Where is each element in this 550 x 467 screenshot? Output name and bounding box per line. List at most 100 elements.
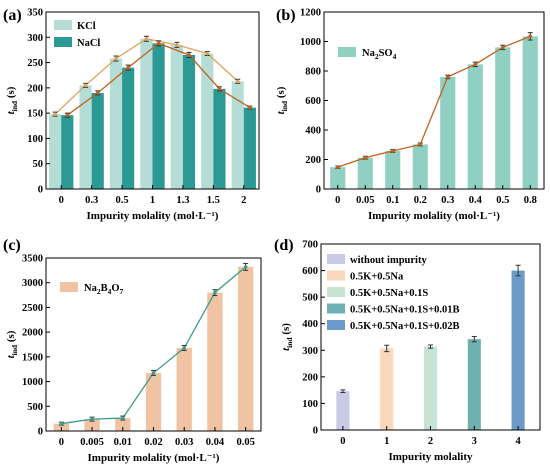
data-point (187, 53, 191, 57)
y-tick-label: 300 (27, 33, 43, 44)
data-point (235, 79, 240, 84)
data-point (473, 62, 478, 67)
plot-frame (323, 11, 545, 190)
data-point (156, 41, 161, 46)
bar (511, 270, 525, 430)
x-tick-label: 4 (515, 436, 521, 447)
y-tick-label: 500 (27, 402, 43, 413)
x-tick-label: 1.3 (176, 195, 189, 206)
legend-label: 0.5K+0.5Na (350, 272, 404, 283)
data-point (175, 43, 179, 47)
legend-swatch (327, 287, 345, 297)
y-axis-label: tind (s) (275, 86, 289, 114)
bar-kcl (231, 81, 244, 189)
y-tick-label: 0 (316, 185, 321, 196)
data-point (126, 65, 130, 70)
y-axis-label: tind (s) (5, 86, 19, 114)
y-axis-label: tind (s) (5, 330, 19, 358)
bar (176, 347, 192, 431)
y-tick-label: 50 (33, 159, 44, 170)
bar (145, 372, 162, 431)
panel-a: (a) KCl NaCl 0 50 100 150 200 250 300 350 0 0.3 0.5 1 1… (3, 7, 260, 222)
bar (495, 47, 511, 190)
data-point (182, 346, 187, 350)
bar-kcl (201, 53, 214, 190)
x-tick-label: 0.02 (144, 437, 162, 448)
y-tick-label: 100 (302, 399, 318, 410)
y-tick-label: 500 (302, 293, 318, 304)
data-point (65, 113, 70, 117)
data-point (90, 417, 94, 421)
y-tick-label: 0 (38, 427, 43, 438)
x-tick-label: 2 (428, 436, 433, 447)
x-tick-label: 0.2 (414, 195, 427, 206)
x-tick-label: 2 (241, 195, 246, 206)
x-tick-label: 0.1 (386, 195, 399, 206)
data-point (213, 290, 217, 295)
data-point (151, 371, 156, 375)
legend-swatch (327, 254, 345, 264)
legend-label: without impurity (350, 255, 427, 266)
bar-nacl (152, 43, 165, 190)
data-point (59, 421, 64, 426)
data-point (418, 142, 423, 147)
y-tick-label: 3500 (22, 254, 43, 265)
bar-kcl (109, 58, 123, 190)
x-tick-label: 0.03 (175, 437, 193, 448)
x-tick-label: 0 (335, 195, 340, 206)
y-tick-label: 200 (305, 155, 321, 166)
bar-nacl (91, 92, 104, 189)
y-tick-label: 3000 (22, 278, 43, 289)
panel-d: (d) without impurity 0.5K+0.5Na 0.5K+0.5Na+… (274, 237, 541, 463)
y-tick-label: 1200 (300, 8, 321, 19)
legend-swatch (327, 270, 345, 281)
y-tick-label: 100 (27, 134, 43, 145)
bar (207, 292, 223, 431)
x-axis-label: Impurity molality (mol·L⁻¹) (368, 210, 500, 222)
panel-c: (c) Na2B4O7 0 500 1000 1500 2000 2500 3000 3500 0 0… (3, 237, 262, 464)
data-point (95, 91, 100, 95)
data-point (217, 87, 222, 91)
y-tick-label: 2000 (22, 328, 43, 339)
y-tick-label: 200 (302, 372, 318, 383)
bar-kcl (79, 85, 92, 189)
y-tick-label: 0 (38, 185, 43, 196)
legend-label: KCl (77, 21, 96, 32)
data-point (248, 105, 252, 110)
y-tick-label: 1000 (22, 377, 43, 388)
bar (467, 64, 483, 189)
x-tick-label: 0 (59, 437, 64, 448)
data-point (114, 56, 118, 61)
panel-b: (b) Na2SO4 0 200 400 600 800 1000 1200 0 0.05 0.1 0.… (275, 7, 545, 222)
bar-nacl (122, 67, 135, 189)
data-point (243, 265, 248, 269)
y-tick-label: 2500 (22, 303, 43, 314)
legend-swatch (338, 47, 356, 57)
bar (522, 36, 538, 190)
x-tick-label: 0.4 (469, 195, 483, 206)
data-point (335, 165, 340, 169)
data-point (500, 45, 505, 50)
legend-swatch (54, 37, 72, 47)
legend-swatch (327, 303, 345, 314)
y-tick-label: 400 (302, 319, 318, 330)
bar-kcl (170, 44, 183, 189)
panel-letter: (b) (276, 7, 296, 24)
y-tick-label: 400 (305, 126, 321, 137)
bar-kcl (49, 114, 62, 189)
bar-nacl (243, 107, 256, 189)
data-point (120, 416, 125, 420)
bar-nacl (182, 54, 196, 189)
panel-letter: (c) (3, 237, 21, 254)
x-tick-label: 1 (150, 195, 155, 206)
bar (380, 348, 394, 430)
bar (440, 76, 456, 189)
legend-label: Na2SO4 (362, 48, 397, 61)
y-tick-label: 700 (302, 240, 318, 251)
x-tick-label: 0.5 (496, 195, 509, 206)
bar (467, 339, 481, 430)
y-tick-label: 1000 (300, 37, 321, 48)
legend-swatch (60, 282, 78, 292)
y-tick-label: 1500 (22, 352, 43, 363)
legend-label: 0.5K+0.5Na+0.1S+0.02B (350, 321, 460, 332)
